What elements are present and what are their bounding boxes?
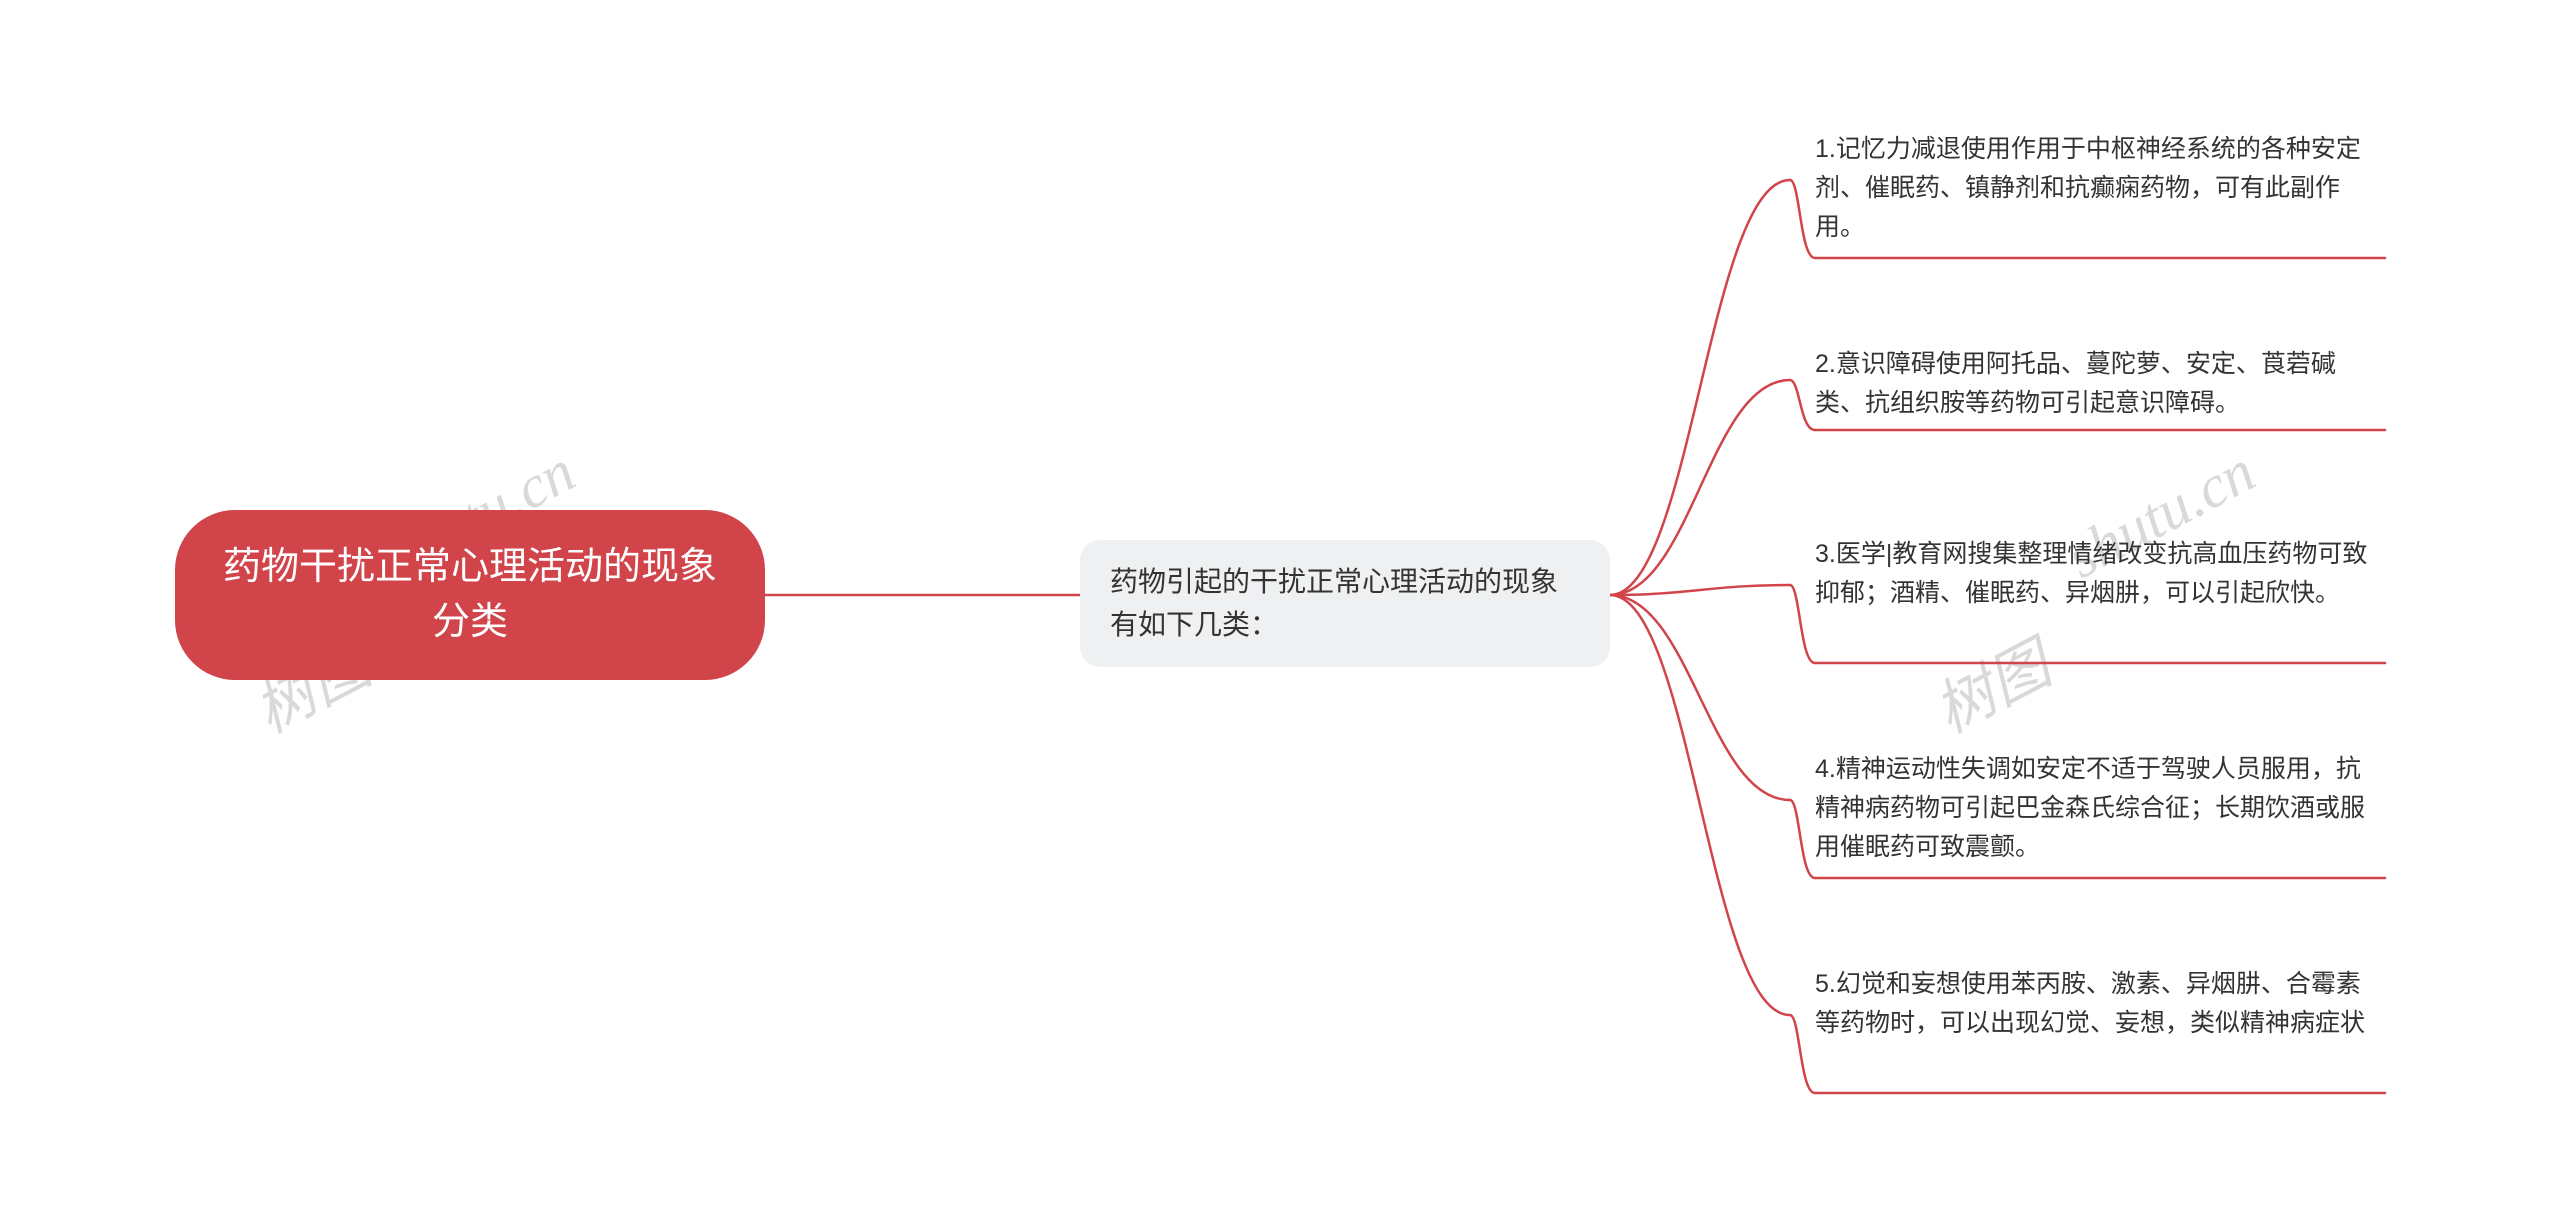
mindmap-canvas: shutu.cn树图shutu.cn树图 药物干扰正常心理活动的现象分类 药物引… bbox=[0, 0, 2560, 1219]
root-node-text: 药物干扰正常心理活动的现象分类 bbox=[215, 540, 725, 650]
leaf-node-text: 3.医学|教育网搜集整理情绪改变抗高血压药物可致抑郁；酒精、催眠药、异烟肼，可以… bbox=[1815, 540, 2367, 607]
leaf-node: 1.记忆力减退使用作用于中枢神经系统的各种安定剂、催眠药、镇静剂和抗癫痫药物，可… bbox=[1815, 130, 2385, 246]
leaf-node-text: 1.记忆力减退使用作用于中枢神经系统的各种安定剂、催眠药、镇静剂和抗癫痫药物，可… bbox=[1815, 135, 2361, 241]
intermediate-node-text: 药物引起的干扰正常心理活动的现象有如下几类： bbox=[1110, 560, 1580, 647]
leaf-node-text: 2.意识障碍使用阿托品、蔓陀萝、安定、莨菪碱类、抗组织胺等药物可引起意识障碍。 bbox=[1815, 350, 2336, 417]
leaf-node: 3.医学|教育网搜集整理情绪改变抗高血压药物可致抑郁；酒精、催眠药、异烟肼，可以… bbox=[1815, 535, 2385, 613]
leaf-node: 4.精神运动性失调如安定不适于驾驶人员服用，抗精神病药物可引起巴金森氏综合征；长… bbox=[1815, 750, 2385, 866]
leaf-node-text: 4.精神运动性失调如安定不适于驾驶人员服用，抗精神病药物可引起巴金森氏综合征；长… bbox=[1815, 755, 2365, 861]
watermark: 树图 bbox=[1917, 617, 2064, 750]
intermediate-node: 药物引起的干扰正常心理活动的现象有如下几类： bbox=[1080, 540, 1610, 667]
leaf-node: 2.意识障碍使用阿托品、蔓陀萝、安定、莨菪碱类、抗组织胺等药物可引起意识障碍。 bbox=[1815, 345, 2385, 423]
leaf-node: 5.幻觉和妄想使用苯丙胺、激素、异烟肼、合霉素等药物时，可以出现幻觉、妄想，类似… bbox=[1815, 965, 2385, 1043]
root-node: 药物干扰正常心理活动的现象分类 bbox=[175, 510, 765, 680]
leaf-node-text: 5.幻觉和妄想使用苯丙胺、激素、异烟肼、合霉素等药物时，可以出现幻觉、妄想，类似… bbox=[1815, 970, 2365, 1037]
